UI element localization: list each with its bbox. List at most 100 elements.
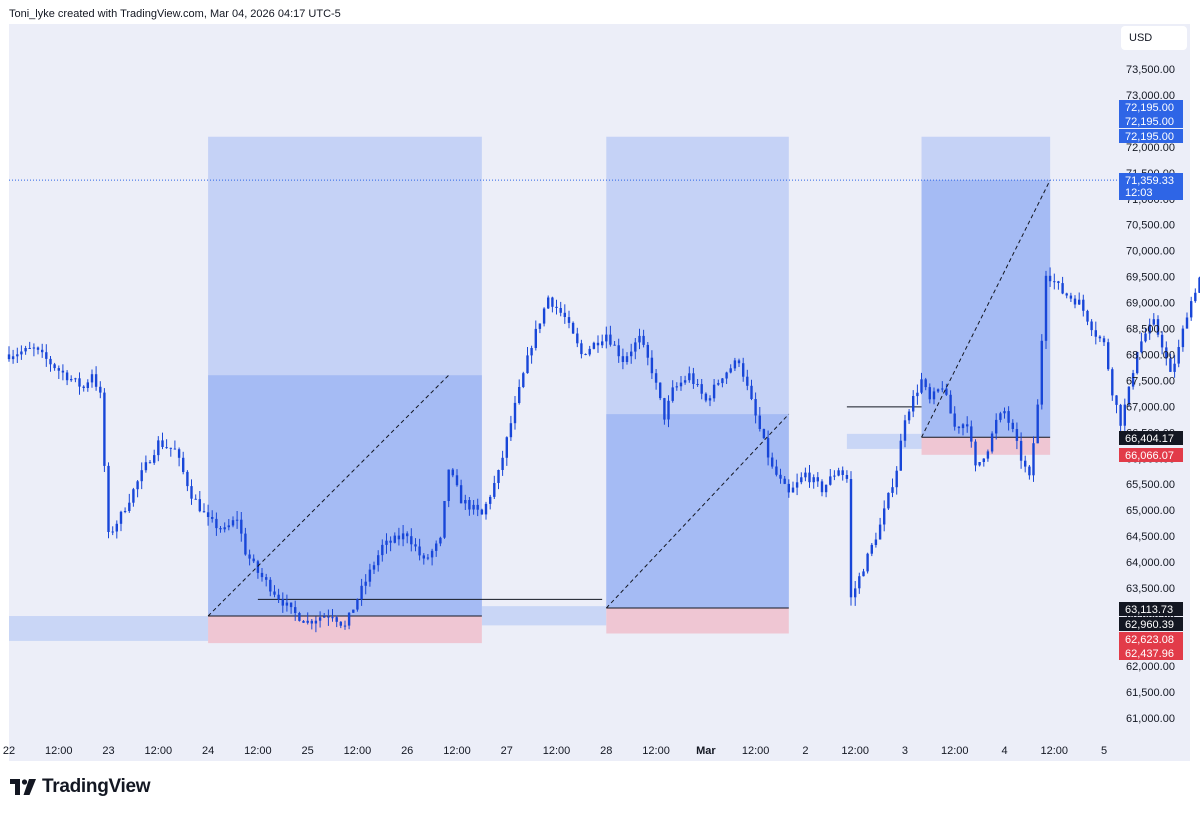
candle-body — [609, 334, 612, 345]
price-tick-label: 65,000.00 — [1126, 505, 1175, 517]
candle-body — [630, 351, 633, 357]
price-tick-label: 69,000.00 — [1126, 298, 1175, 310]
candle-body — [750, 385, 753, 399]
candle-body — [953, 413, 956, 427]
candle-body — [729, 368, 732, 373]
candle-body — [966, 424, 969, 427]
candle-body — [617, 345, 620, 357]
horizontal-levels — [257, 406, 922, 600]
candle-body — [447, 469, 450, 501]
time-tick-label: 22 — [3, 745, 15, 757]
candle-body — [874, 539, 878, 545]
candle-body — [401, 533, 405, 540]
candle-body — [318, 617, 322, 621]
candle-body — [812, 477, 815, 483]
currency-label[interactable]: USD — [1121, 26, 1187, 50]
candle-body — [480, 509, 484, 515]
candle-body — [1028, 466, 1031, 476]
candle-body — [692, 373, 695, 384]
candle-body — [513, 402, 517, 424]
candle-body — [306, 620, 309, 623]
candle-body — [194, 498, 197, 500]
candle-body — [936, 389, 940, 392]
candle-body — [920, 379, 923, 393]
tradingview-brand: TradingView — [10, 776, 151, 798]
candle-body — [808, 472, 811, 483]
candle-body — [422, 555, 425, 559]
candle-body — [211, 517, 214, 519]
candle-body — [1152, 319, 1155, 325]
candle-body — [547, 297, 550, 309]
candle-body — [165, 447, 168, 449]
candle-body — [679, 382, 683, 387]
candle-body — [1073, 298, 1077, 305]
candle-body — [841, 470, 844, 475]
candle-body — [650, 357, 654, 374]
trend-lines — [207, 179, 1051, 617]
candle-body — [177, 449, 181, 458]
time-tick-label: 3 — [902, 745, 908, 757]
candle-body — [721, 378, 724, 384]
candle-body — [11, 356, 15, 360]
price-tag-value: 62,960.39 — [1125, 619, 1174, 631]
candle-body — [887, 492, 890, 509]
tradingview-logo-icon — [10, 779, 36, 795]
candle-body — [534, 328, 537, 348]
candle-body — [563, 312, 566, 317]
candle-body — [61, 370, 65, 373]
price-tag-red — [1119, 448, 1183, 462]
candle-body — [86, 382, 89, 388]
candle-body — [173, 448, 177, 450]
candle-body — [555, 306, 558, 308]
candle-body — [522, 373, 525, 387]
candle-body — [824, 484, 828, 493]
candle-body — [49, 358, 52, 365]
time-tick-label: 12:00 — [941, 745, 969, 757]
time-axis[interactable]: 22 12:00 23 12:00 24 12:00 25 12:00 26 12:00 27 12:… — [3, 745, 1107, 757]
price-tick-label: 62,000.00 — [1126, 661, 1175, 673]
candle-body — [82, 386, 85, 388]
candle-body — [704, 393, 708, 401]
candle-body — [982, 458, 985, 462]
candle-body — [903, 420, 907, 441]
candle-body — [820, 481, 824, 493]
candle-body — [1007, 411, 1010, 423]
price-tag-value: 72,195.00 — [1125, 102, 1174, 114]
candle-body — [186, 471, 189, 487]
candle-body — [231, 520, 235, 526]
candle-body — [895, 470, 898, 488]
candle-body — [1024, 460, 1027, 467]
candle-body — [435, 543, 438, 551]
price-tag-value: 66,404.17 — [1125, 433, 1174, 445]
candle-body — [372, 565, 376, 570]
price-tag-value: 71,359.33 — [1125, 175, 1174, 187]
candle-body — [854, 588, 857, 598]
candle-body — [866, 553, 869, 572]
candle-body — [397, 535, 401, 540]
price-tick-label: 73,500.00 — [1126, 64, 1175, 76]
candle-body — [74, 378, 77, 380]
candle-body — [294, 607, 297, 613]
price-tick-label: 61,500.00 — [1126, 687, 1175, 699]
position-zones — [9, 136, 1051, 644]
candle-body — [974, 441, 977, 466]
price-tag-blue — [1119, 173, 1183, 200]
candle-body — [352, 609, 355, 613]
candle-body — [605, 334, 608, 342]
candle-body — [659, 382, 662, 399]
candle-body — [111, 531, 114, 533]
candle-body — [1102, 338, 1106, 343]
price-tick-label: 64,500.00 — [1126, 531, 1175, 543]
candle-body — [932, 391, 936, 400]
candle-body — [891, 487, 894, 493]
candle-body — [924, 379, 927, 388]
candle-body — [538, 323, 542, 329]
time-tick-label: 28 — [600, 745, 612, 757]
candle-body — [837, 470, 840, 476]
price-tick-label: 73,000.00 — [1126, 90, 1175, 102]
price-tag-blue — [1119, 129, 1183, 143]
candle-body — [94, 374, 98, 387]
candle-body — [1040, 340, 1043, 405]
candle-body — [273, 591, 276, 595]
